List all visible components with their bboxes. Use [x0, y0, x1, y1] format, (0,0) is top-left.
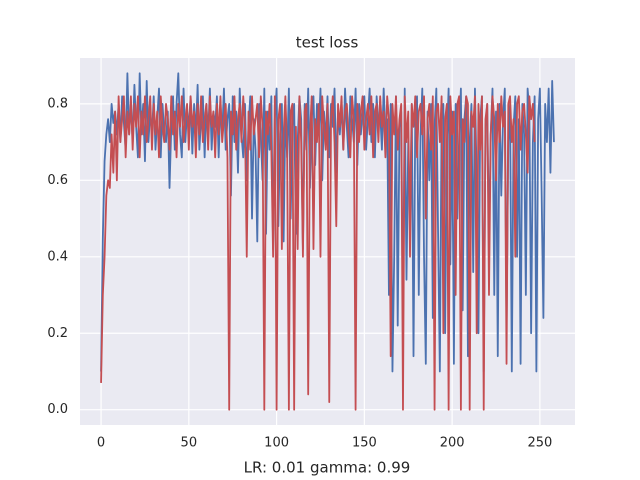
x-tick-label: 250	[527, 436, 552, 451]
chart-title: test loss	[296, 34, 359, 52]
x-axis-label: LR: 0.01 gamma: 0.99	[244, 459, 411, 477]
y-tick-label: 0.4	[47, 249, 68, 264]
y-tick-label: 0.6	[47, 173, 68, 188]
x-tick-label: 50	[181, 436, 198, 451]
x-tick-label: 150	[352, 436, 377, 451]
x-tick-label: 0	[97, 436, 105, 451]
x-tick-label: 200	[440, 436, 465, 451]
data-line	[100, 72, 555, 373]
x-tick-label: 100	[264, 436, 289, 451]
y-tick-label: 0.0	[47, 402, 68, 417]
data-line	[100, 95, 536, 411]
y-tick-label: 0.8	[47, 96, 68, 111]
y-tick-label: 0.2	[47, 326, 68, 341]
